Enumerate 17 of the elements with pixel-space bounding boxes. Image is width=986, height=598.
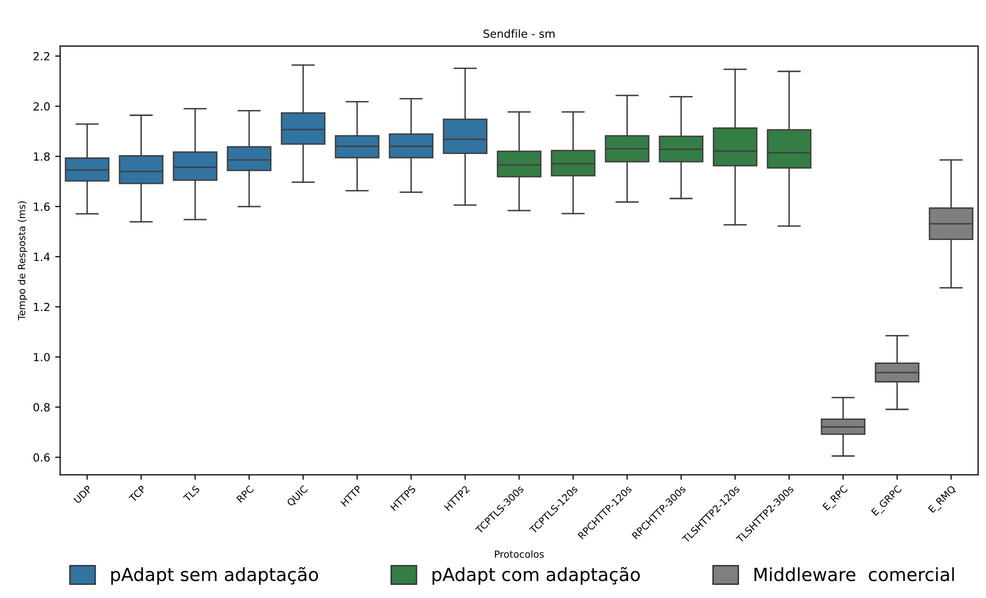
- y-tick-label: 2.0: [34, 102, 50, 111]
- x-tick-label: TCP: [128, 484, 146, 503]
- y-tick-label: 1.0: [34, 352, 50, 362]
- y-tick-label: 1.4: [34, 252, 50, 261]
- y-tick-label: 1.8: [34, 152, 50, 161]
- y-tick-label: 2.2: [34, 52, 50, 60]
- y-tick-label: 0.8: [33, 403, 50, 412]
- y-axis-title: Tempo de Resposta (ms): [18, 201, 28, 320]
- x-tick-label: TLS: [182, 485, 200, 502]
- legend-label: pAdapt sem adaptação: [111, 566, 318, 585]
- y-tick-label: 0.6: [33, 453, 50, 462]
- x-axis-title: Protocolos: [494, 550, 544, 558]
- chart-title: Sendfile - sm: [484, 29, 554, 38]
- y-tick-label: 1.2: [34, 302, 50, 312]
- legend-label: Middleware comercial: [754, 567, 954, 582]
- y-tick-label: 1.6: [34, 202, 50, 211]
- legend-label: pAdapt com adaptação: [432, 566, 640, 585]
